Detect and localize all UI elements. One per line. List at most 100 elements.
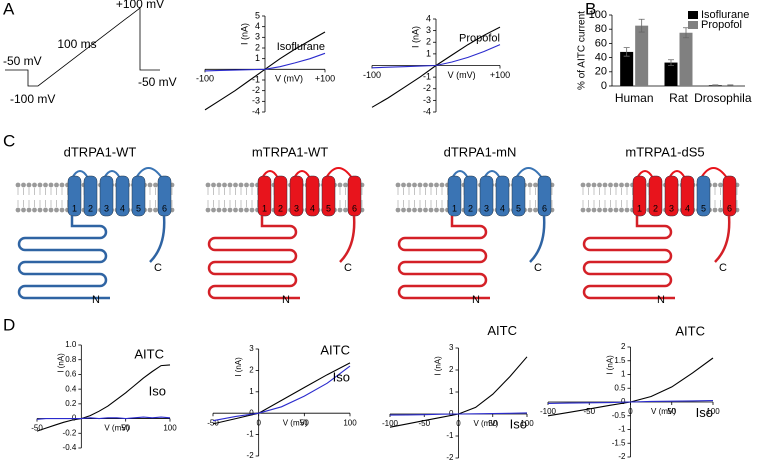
lipid-head xyxy=(613,182,619,188)
y-tick-label: 1 xyxy=(426,48,431,58)
loop xyxy=(261,167,353,179)
lipid-head xyxy=(54,207,59,213)
x-tick-label: 100 xyxy=(520,419,534,428)
lipid-head xyxy=(337,182,343,188)
x-axis-label: V (mV) xyxy=(104,424,129,433)
x-axis-label: V (mV) xyxy=(473,419,498,428)
construct-title: mTRPA1-WT xyxy=(252,144,328,159)
x-tick-label: 50 xyxy=(300,418,309,427)
y-tick-label: 1.0 xyxy=(65,340,77,349)
lipid-head xyxy=(395,182,401,188)
lipid-head xyxy=(15,182,21,188)
lipid-head xyxy=(153,182,158,188)
panel-label: C xyxy=(3,131,15,150)
x-tick-label: -50 xyxy=(31,424,43,433)
lipid-head xyxy=(48,207,54,213)
lipid-head xyxy=(580,182,586,188)
lipid-head xyxy=(48,182,54,188)
lipid-head xyxy=(233,182,238,188)
helix xyxy=(680,175,695,217)
helix-label: 5 xyxy=(701,203,706,213)
series-line xyxy=(204,52,326,72)
series-line xyxy=(36,364,171,432)
lipid-head xyxy=(147,182,153,188)
helix-label: 6 xyxy=(727,203,732,213)
y-tick-label: -3 xyxy=(423,95,431,105)
lipid-head xyxy=(227,207,233,213)
lipid-head xyxy=(423,207,428,213)
voltage-protocol xyxy=(5,7,160,87)
legend-label: Propofol xyxy=(701,19,742,31)
lipid-head xyxy=(624,182,630,188)
x-axis-label: V (mV) xyxy=(651,407,676,416)
lipid-head xyxy=(343,182,348,188)
helix xyxy=(273,175,288,217)
x-tick-label: 0 xyxy=(456,419,461,428)
n-label: N xyxy=(92,294,100,306)
c-terminus xyxy=(529,215,546,263)
y-tick-label: -1 xyxy=(618,425,626,434)
y-tick-label: -0.2 xyxy=(63,428,77,437)
lipid-head xyxy=(406,182,412,188)
lipid-head xyxy=(21,207,26,213)
helix-label: 3 xyxy=(104,203,109,213)
series-label: Iso xyxy=(696,405,713,420)
series-label: AITC xyxy=(134,346,164,361)
lipid-head xyxy=(613,207,619,213)
lipid-head xyxy=(32,207,37,213)
y-axis-label: I (nA) xyxy=(606,355,615,375)
error-bar xyxy=(668,59,674,66)
error-bar xyxy=(638,18,645,33)
c-label: C xyxy=(534,262,542,274)
series-label: Iso xyxy=(333,370,350,385)
lipid-head xyxy=(238,182,244,188)
x-tick-label: 100 xyxy=(343,418,357,427)
lipid-head xyxy=(586,207,591,213)
y-tick-label: 1 xyxy=(255,53,260,63)
bar xyxy=(620,51,634,86)
x-tick-label: 50 xyxy=(488,419,497,428)
helix xyxy=(447,175,462,217)
lipid-head xyxy=(712,182,718,188)
lipid-head xyxy=(249,207,255,213)
y-tick-label: 0.8 xyxy=(65,355,77,364)
series-line xyxy=(389,412,528,416)
lipid-head xyxy=(580,207,586,213)
helix xyxy=(131,175,146,217)
helix-label: 3 xyxy=(294,203,299,213)
channel-diagram: mTRPA1-WT 1 2 3 4 5 6 N C xyxy=(205,144,365,306)
x-tick-label: -100 xyxy=(540,407,557,416)
helix xyxy=(495,175,510,217)
x-tick-label: -50 xyxy=(207,418,219,427)
x-tick-label: Drosophila xyxy=(694,91,752,105)
x-tick-label: +100 xyxy=(315,74,335,84)
y-tick-label: 5 xyxy=(255,10,260,20)
y-tick-label: 0 xyxy=(621,397,626,406)
series-line xyxy=(212,362,351,425)
loop xyxy=(636,167,728,179)
lipid-head xyxy=(54,182,59,188)
lipid-head xyxy=(597,207,602,213)
bar xyxy=(664,62,678,86)
lipid-head xyxy=(43,182,48,188)
y-tick-label: 3 xyxy=(249,344,254,353)
channel-diagram: dTRPA1-WT 1 2 3 4 5 6 N C xyxy=(15,144,175,306)
y-tick-label: 2 xyxy=(621,342,626,351)
lipid-head xyxy=(619,182,624,188)
y-axis-label: I (nA) xyxy=(234,357,243,377)
y-tick-label: 3 xyxy=(426,25,431,35)
lipid-head xyxy=(434,207,439,213)
y-tick-label: 2 xyxy=(449,365,454,374)
lipid-head xyxy=(205,207,211,213)
n-terminus xyxy=(582,216,675,300)
panel-label: D xyxy=(3,315,15,334)
series-label: AITC xyxy=(320,342,350,357)
series-line xyxy=(36,416,171,420)
lipid-head xyxy=(249,182,255,188)
helix-label: 3 xyxy=(484,203,489,213)
lipid-head xyxy=(417,182,423,188)
helix xyxy=(632,175,647,217)
lipid-head xyxy=(244,182,249,188)
c-terminus xyxy=(714,215,731,263)
